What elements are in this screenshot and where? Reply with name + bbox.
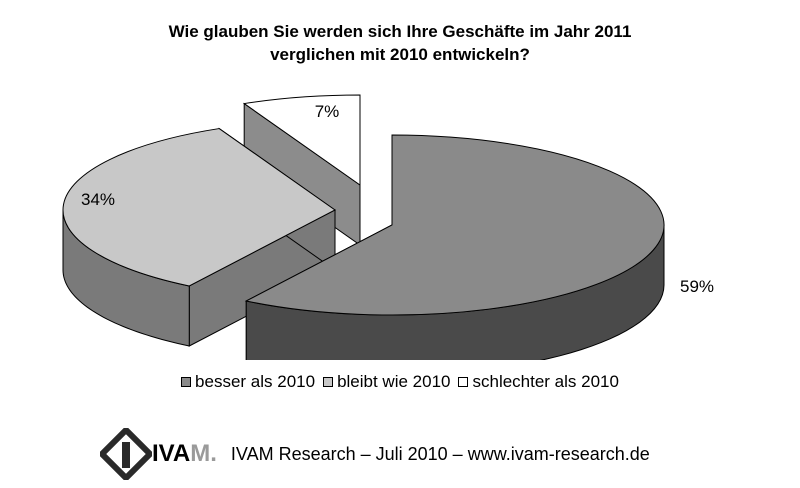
pie-label-besser: 59% (680, 277, 714, 296)
footer-text: IVAM Research – Juli 2010 – www.ivam-res… (230, 443, 650, 464)
pie-slice-top-schlechter (242, 94, 361, 186)
chart-title-line-2: verglichen mit 2010 entwickeln? (270, 45, 530, 64)
legend-item-besser: besser als 2010 (181, 372, 315, 392)
chart-legend: besser als 2010 bleibt wie 2010 schlecht… (0, 372, 800, 392)
chart-title-line-1: Wie glauben Sie werden sich Ihre Geschäf… (168, 22, 632, 41)
legend-swatch-bleibt (323, 377, 334, 387)
legend-item-schlechter: schlechter als 2010 (458, 372, 619, 392)
chart-title: Wie glauben Sie werden sich Ihre Geschäf… (0, 20, 800, 66)
footer: IVAM. IVAM Research – Juli 2010 – www.iv… (100, 424, 650, 484)
legend-label-besser: besser als 2010 (195, 372, 316, 391)
legend-label-bleibt: bleibt wie 2010 (337, 372, 451, 391)
pie-slice-top-bleibt (62, 128, 336, 287)
pie-label-schlechter: 7% (315, 102, 340, 121)
pie-chart: 59% 34% 7% (62, 94, 714, 360)
legend-label-schlechter: schlechter als 2010 (472, 372, 619, 391)
pie-slice-besser (244, 134, 665, 360)
pie-label-bleibt: 34% (81, 190, 115, 209)
legend-swatch-besser (181, 377, 192, 387)
ivam-logo-wordmark: IVAM. (152, 440, 217, 467)
pie-slice-bleibt (62, 127, 336, 347)
pie-slice-top-besser (244, 134, 665, 316)
ivam-logo-icon (100, 428, 152, 480)
legend-item-bleibt: bleibt wie 2010 (323, 372, 450, 392)
legend-swatch-schlechter (458, 377, 469, 387)
ivam-logo: IVAM. (100, 428, 217, 480)
